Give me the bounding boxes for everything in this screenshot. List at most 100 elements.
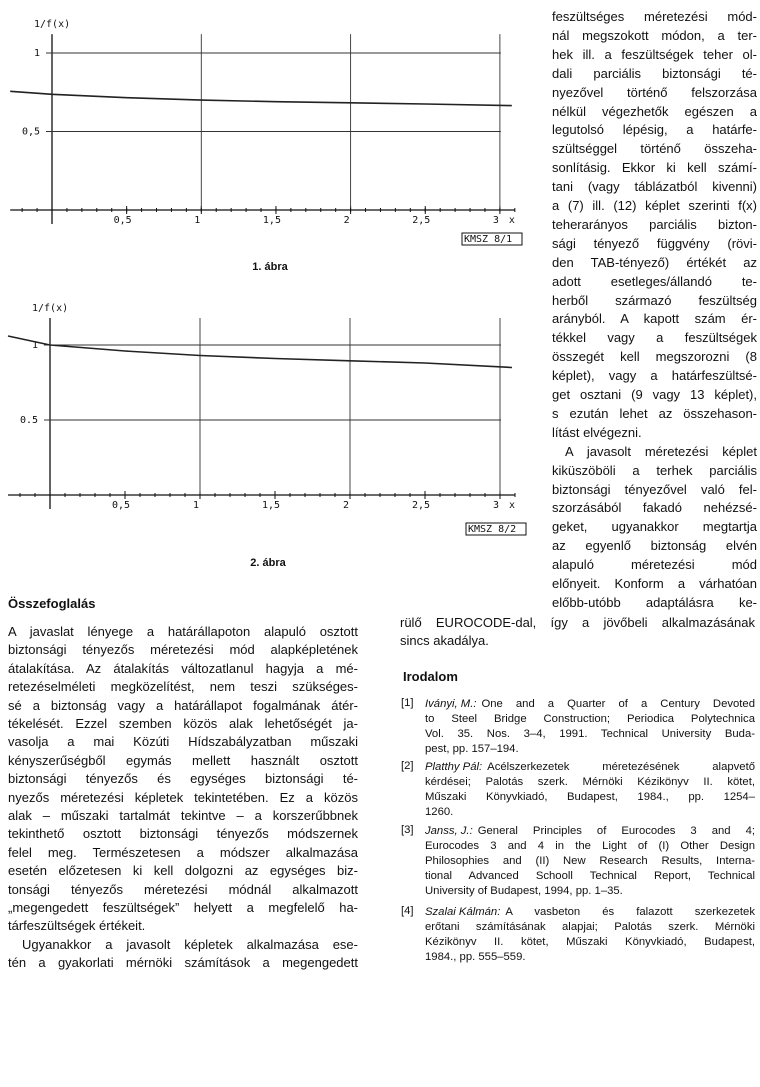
text-line: kényszerűségből egymás mellett használt …: [8, 752, 358, 768]
x-tick-label: 1: [194, 215, 200, 226]
text-line: vasolja a mai Közúti Hídszabályzatban mű…: [8, 734, 358, 750]
text-line: biztonsági tényezővel való fel-: [552, 481, 757, 497]
x-axis-label: x: [509, 500, 515, 511]
curve: [10, 90, 512, 107]
reference-line: Műszaki Könyvkiadó, Budapest, 1984., pp.…: [425, 791, 755, 803]
x-tick-label: 3: [493, 215, 499, 226]
text-line: tékkel vagy a feszültségek: [552, 330, 757, 346]
text-line: dali parciális biztonsági té-: [552, 65, 757, 81]
reference-line: Vol. 35. Nos. 3–4, 1991. Technical Unive…: [425, 728, 755, 740]
text-line: szültséggel történő összeha-: [552, 141, 757, 157]
reference-line: erőtani számításának alapjai; Palotás sz…: [425, 921, 755, 933]
text-line: alapuló méretezési mód: [552, 557, 757, 573]
text-line: A javaslat lényege a határállapoton alap…: [8, 624, 358, 639]
reference-number: [3]: [401, 824, 414, 836]
reference-author: Iványi, M.:: [425, 698, 477, 710]
text-line: adott esetleges/állandó te-: [552, 273, 757, 289]
text-line: s ezután lehet az összehason-: [552, 405, 757, 421]
text-line: sincs akadálya.: [400, 633, 489, 648]
reference-line: University of Budapest, 1994, pp. 1–35.: [425, 885, 623, 897]
text-line: átalakítása. Az átalakítás változatlanul…: [8, 660, 358, 676]
text-line: az egyenlő biztonság elvén: [552, 538, 757, 554]
text-line: teherarányos parciális bizton-: [552, 216, 757, 232]
text-line: A javasolt méretezési képlet: [565, 443, 757, 459]
text-line: nyezővel történő felszorzása: [552, 84, 757, 100]
text-line: biztonsági tényezős és egységes biztonsá…: [8, 771, 358, 787]
reference-line: Philosophies and (II) New Research Resul…: [425, 855, 755, 867]
text-line: tekinthető osztott biztonsági tényezős m…: [8, 826, 358, 842]
text-line: tékelését. Ezzel szemben közös alak lehe…: [8, 716, 358, 731]
reference-author: Szalai Kálmán:: [425, 906, 501, 918]
text-line: legutolsó lépésig, a határfe-: [552, 122, 757, 138]
text-line: a (7) ill. (12) képlet szerinti f(x): [552, 198, 757, 213]
text-line: sági tényező függvény (rövi-: [552, 235, 757, 251]
y-axis-label: 1/f(x): [32, 303, 68, 314]
text-line: get osztani (9 vagy 13 képlet),: [552, 387, 757, 402]
y-tick-label: 0.5: [20, 415, 38, 426]
tag-box: [461, 232, 523, 246]
x-tick-label: 1,5: [262, 500, 280, 511]
text-line: arányból. A kapott szám ér-: [552, 311, 757, 327]
text-line: tani (vagy táblázatból kivenni): [552, 179, 757, 195]
reference-line: kérdései; Palotás szerk. Mérnöki Kézikön…: [425, 776, 755, 788]
x-tick-label: 2: [343, 500, 349, 511]
text-line: den TAB-tényező) értékét az: [552, 254, 757, 270]
x-tick-label: 0,5: [112, 500, 130, 511]
text-line: geket, ugyanakkor megtartja: [552, 519, 757, 535]
text-line: „megengedett feszültségek” helyett a meg…: [8, 900, 358, 915]
text-line: kiküszöböli a terhek parciális: [552, 462, 757, 478]
text-line: nyezős méretezési képletek tekintetében.…: [8, 789, 358, 805]
reference-line: One and a Quarter of a Century Devoted: [481, 698, 755, 710]
text-line: tárfeszültségek értékeit.: [8, 918, 146, 934]
y-tick-label: 1: [34, 48, 40, 59]
reference-line: Acélszerkezetek méretezésének alapvető: [487, 761, 755, 773]
text-line: összegét kell megszorozni (8: [552, 349, 757, 365]
reference-number: [1]: [401, 697, 414, 709]
x-tick-label: 0,5: [114, 215, 132, 226]
figure-tag: KMSZ 8/1: [464, 234, 512, 245]
reference-line: tional Advanced Schooll Technical Report…: [425, 870, 755, 882]
figure-tag: KMSZ 8/2: [468, 524, 516, 535]
reference-line: General Principles of Eurocodes 3 and 4;: [477, 825, 755, 837]
text-line: tonsági tényezős méretezési módnál alkal…: [8, 881, 358, 897]
text-line: Ugyanakkor a javasolt képletek alkalmazá…: [22, 936, 358, 952]
text-line: lítást elvégezni.: [552, 424, 642, 440]
reference-line: A vasbeton és falazott szerkezetek: [505, 906, 755, 918]
figure-caption: 1. ábra: [252, 261, 288, 273]
text-line: retezéselméleti megközelítést, nem teszi…: [8, 679, 358, 695]
section-heading: Összefoglalás: [8, 596, 96, 611]
text-line: herből származó feszültség: [552, 292, 757, 308]
reference-number: [2]: [401, 760, 414, 772]
text-line: nál megszokott módon, a ter-: [552, 27, 757, 43]
section-heading: Irodalom: [403, 669, 458, 684]
text-line: előnyeit. Konform a várhatóan: [552, 576, 757, 591]
text-line: sé a biztonság vagy a határállapot fogal…: [8, 697, 358, 713]
text-line: nélkül végezhetők egészen a: [552, 103, 757, 119]
reference-line: pest, pp. 157–194.: [425, 743, 519, 755]
x-tick-label: 2: [344, 215, 350, 226]
text-line: biztonsági tényezős méretezési mód alapk…: [8, 642, 358, 658]
reference-author: Janss, J.:: [425, 825, 473, 837]
text-line: alak – műszaki tartalmát tekintve – a ko…: [8, 808, 358, 823]
reference-author: Platthy Pál:: [425, 761, 483, 773]
x-tick-label: 2,5: [412, 500, 430, 511]
text-line: szorzásából fakadó nehézsé-: [552, 500, 757, 516]
y-axis-label: 1/f(x): [34, 19, 70, 30]
text-line: feszültséges méretezési mód-: [552, 9, 757, 24]
text-line: felel meg. Természetesen a módszer alkal…: [8, 844, 358, 860]
reference-line: 1984., pp. 555–559.: [425, 951, 526, 963]
text-line: hek ill. a feszültségek teher ol-: [552, 46, 757, 62]
x-tick-label: 1,5: [263, 215, 281, 226]
text-line: képlet), vagy a határfeszültsé-: [552, 368, 757, 384]
y-tick-label: 0,5: [22, 127, 40, 138]
tag-box: [465, 522, 527, 536]
x-axis-label: x: [509, 215, 515, 226]
reference-line: to Steel Bridge Construction; Periodica …: [425, 713, 755, 725]
reference-number: [4]: [401, 905, 414, 917]
figure-caption: 2. ábra: [250, 557, 286, 569]
text-line: előbb-utóbb adaptálásra ke-: [552, 594, 757, 610]
reference-line: 1260.: [425, 806, 454, 818]
x-tick-label: 2,5: [412, 215, 430, 226]
y-tick-label: 1: [32, 340, 38, 351]
text-line: esetén előzetesen ki kell dolgozni az eg…: [8, 863, 358, 879]
